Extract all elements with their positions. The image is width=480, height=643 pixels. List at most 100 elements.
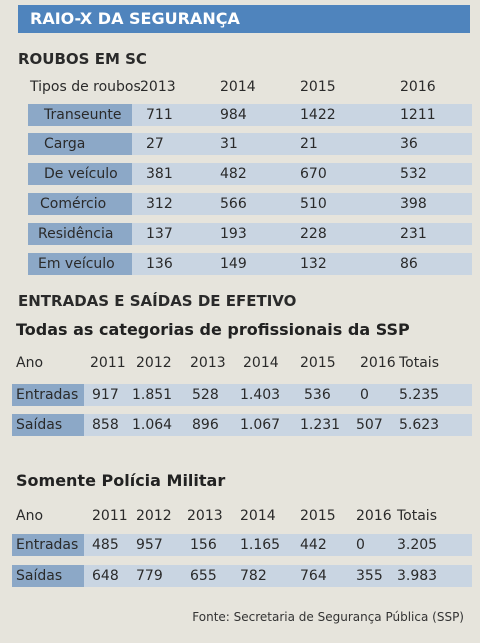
table-cell: 1.403 xyxy=(240,387,281,403)
table-cell: 485 xyxy=(92,537,119,553)
table-cell: 482 xyxy=(220,166,247,182)
table-cell: 156 xyxy=(190,537,217,553)
table-cell: 312 xyxy=(146,196,173,212)
table-cell: 1.851 xyxy=(132,387,173,403)
todas-header-label: Ano xyxy=(16,355,44,371)
pm-year-header: 2016 xyxy=(356,508,392,524)
row-label-band xyxy=(28,163,132,185)
row-value-band xyxy=(132,104,472,126)
row-value-band xyxy=(84,565,472,587)
roubos-header-label: Tipos de roubos xyxy=(30,79,141,95)
table-cell: 670 xyxy=(300,166,327,182)
page-title: RAIO-X DA SEGURANÇA xyxy=(18,5,470,33)
row-value-band xyxy=(132,253,472,275)
table-cell: 566 xyxy=(220,196,247,212)
table-cell: 1.067 xyxy=(240,417,281,433)
row-value-band xyxy=(84,384,472,406)
table-cell: 21 xyxy=(300,136,318,152)
pm-header-label: Ano xyxy=(16,508,44,524)
table-cell-total: 3.205 xyxy=(397,537,438,553)
row-value-band xyxy=(132,193,472,215)
table-cell: 0 xyxy=(360,387,369,403)
roubos-year-header: 2013 xyxy=(140,79,176,95)
table-cell: 0 xyxy=(356,537,365,553)
table-cell: 510 xyxy=(300,196,327,212)
table-cell: 648 xyxy=(92,568,119,584)
row-label-band xyxy=(12,414,84,436)
table-cell: 957 xyxy=(136,537,163,553)
todas-year-header: 2011 xyxy=(90,355,126,371)
todas-year-header: 2013 xyxy=(190,355,226,371)
row-label: Transeunte xyxy=(44,107,122,123)
table-cell: 86 xyxy=(400,256,418,272)
table-cell: 779 xyxy=(136,568,163,584)
table-cell: 137 xyxy=(146,226,173,242)
todas-year-header: 2015 xyxy=(300,355,336,371)
table-cell: 136 xyxy=(146,256,173,272)
row-label: Saídas xyxy=(16,568,63,584)
row-value-band xyxy=(132,223,472,245)
row-label: Em veículo xyxy=(38,256,115,272)
row-label: Entradas xyxy=(16,387,79,403)
pm-year-header: 2011 xyxy=(92,508,128,524)
table-cell: 536 xyxy=(304,387,331,403)
table-cell: 917 xyxy=(92,387,119,403)
todas-year-header: 2014 xyxy=(243,355,279,371)
todas-title: Todas as categorias de profissionais da … xyxy=(16,320,410,339)
table-row: Comércio 312 566 510 398 xyxy=(0,193,480,215)
table-cell: 1422 xyxy=(300,107,336,123)
todas-year-header: 2012 xyxy=(136,355,172,371)
roubos-header-row: Tipos de roubos 2013 2014 2015 2016 xyxy=(0,76,480,98)
table-cell: 764 xyxy=(300,568,327,584)
row-label-band xyxy=(28,133,132,155)
row-label-band xyxy=(12,565,84,587)
table-cell: 442 xyxy=(300,537,327,553)
table-cell: 27 xyxy=(146,136,164,152)
pm-year-header: 2015 xyxy=(300,508,336,524)
table-cell: 896 xyxy=(192,417,219,433)
pm-title: Somente Polícia Militar xyxy=(16,471,226,490)
row-label-band xyxy=(28,223,132,245)
row-label-band xyxy=(12,384,84,406)
pm-header-row: Ano 2011 2012 2013 2014 2015 2016 Totais xyxy=(0,505,480,527)
table-row: Saídas 648 779 655 782 764 355 3.983 xyxy=(0,565,480,587)
row-value-band xyxy=(84,414,472,436)
row-label: Entradas xyxy=(16,537,79,553)
roubos-year-header: 2014 xyxy=(220,79,256,95)
table-row: Saídas 858 1.064 896 1.067 1.231 507 5.6… xyxy=(0,414,480,436)
todas-header-row: Ano 2011 2012 2013 2014 2015 2016 Totais xyxy=(0,352,480,374)
efetivo-heading: ENTRADAS E SAÍDAS DE EFETIVO xyxy=(18,292,297,310)
row-label: Carga xyxy=(44,136,86,152)
table-row: Carga 27 31 21 36 xyxy=(0,133,480,155)
table-row: Transeunte 711 984 1422 1211 xyxy=(0,104,480,126)
table-row: De veículo 381 482 670 532 xyxy=(0,163,480,185)
pm-year-header: 2013 xyxy=(187,508,223,524)
table-cell: 655 xyxy=(190,568,217,584)
row-label: Residência xyxy=(38,226,114,242)
table-cell-total: 3.983 xyxy=(397,568,438,584)
todas-total-header: Totais xyxy=(399,355,439,371)
table-cell: 1.064 xyxy=(132,417,173,433)
source-footer: Fonte: Secretaria de Segurança Pública (… xyxy=(192,610,464,624)
table-cell: 381 xyxy=(146,166,173,182)
row-label-band xyxy=(28,193,132,215)
table-cell: 711 xyxy=(146,107,173,123)
table-cell: 231 xyxy=(400,226,427,242)
table-cell-total: 5.235 xyxy=(399,387,440,403)
table-cell: 1.231 xyxy=(300,417,341,433)
table-cell: 31 xyxy=(220,136,238,152)
roubos-year-header: 2016 xyxy=(400,79,436,95)
pm-total-header: Totais xyxy=(397,508,437,524)
table-cell-total: 5.623 xyxy=(399,417,440,433)
roubos-year-header: 2015 xyxy=(300,79,336,95)
row-label-band xyxy=(28,104,132,126)
row-label-band xyxy=(12,534,84,556)
table-cell: 355 xyxy=(356,568,383,584)
table-cell: 1211 xyxy=(400,107,436,123)
todas-year-header: 2016 xyxy=(360,355,396,371)
table-cell: 528 xyxy=(192,387,219,403)
table-cell: 984 xyxy=(220,107,247,123)
table-row: Residência 137 193 228 231 xyxy=(0,223,480,245)
table-cell: 149 xyxy=(220,256,247,272)
row-label: Comércio xyxy=(40,196,107,212)
